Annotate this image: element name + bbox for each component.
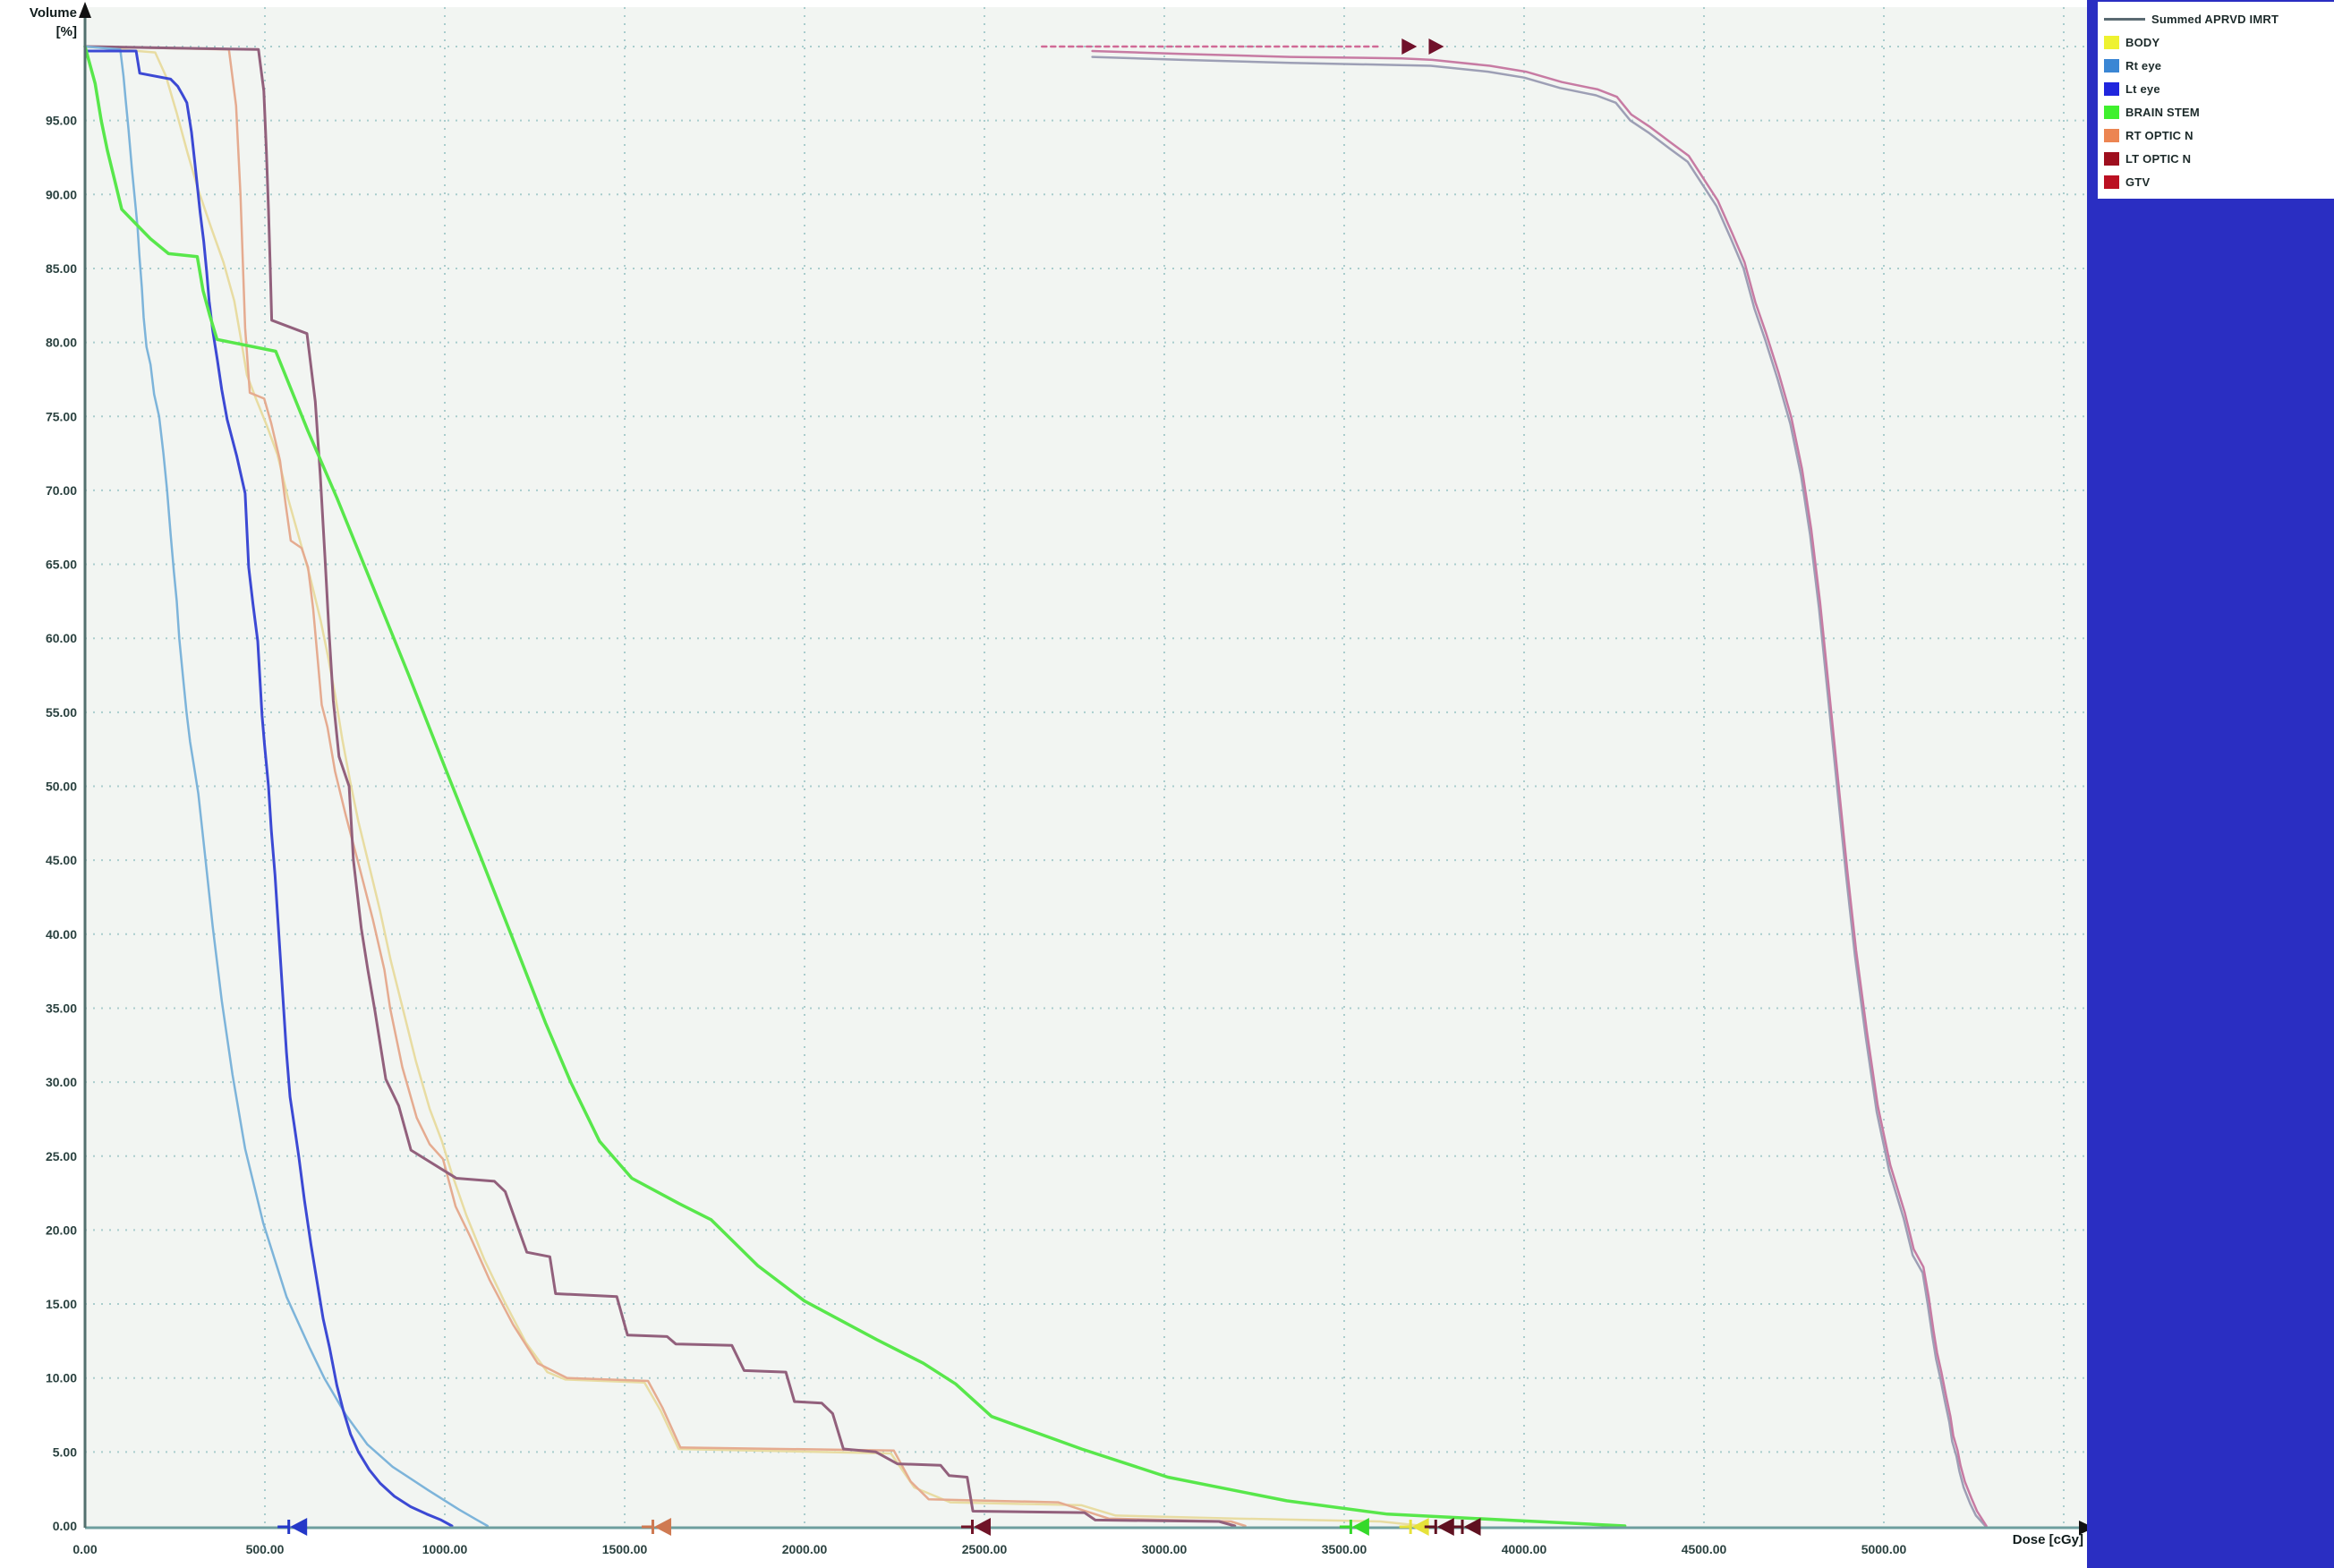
legend-label: BODY — [2125, 35, 2160, 49]
svg-text:45.00: 45.00 — [46, 853, 77, 867]
legend-item-lt-eye[interactable]: Lt eye — [2098, 77, 2334, 100]
svg-text:55.00: 55.00 — [46, 705, 77, 720]
x-axis-arrow-icon — [2079, 1521, 2094, 1535]
svg-text:10.00: 10.00 — [46, 1371, 77, 1385]
legend-label: Rt eye — [2125, 58, 2162, 72]
gtv-arrow-icon — [1428, 38, 1444, 55]
y-axis-title-line2: [%] — [55, 24, 77, 39]
brain-stem-dose-marker[interactable] — [1339, 1518, 1369, 1536]
gtv-curve-arrows — [1401, 38, 1444, 55]
legend-color-swatch-5 — [2104, 128, 2119, 142]
svg-text:60.00: 60.00 — [46, 631, 77, 645]
legend-label: Summed APRVD IMRT — [2151, 12, 2279, 26]
svg-text:4000.00: 4000.00 — [1502, 1542, 1547, 1556]
svg-text:30.00: 30.00 — [46, 1075, 77, 1089]
svg-text:500.00: 500.00 — [246, 1542, 285, 1556]
svg-text:1000.00: 1000.00 — [422, 1542, 468, 1556]
svg-text:35.00: 35.00 — [46, 1001, 77, 1015]
svg-text:20.00: 20.00 — [46, 1223, 77, 1237]
svg-text:3500.00: 3500.00 — [1322, 1542, 1367, 1556]
legend-color-swatch-7 — [2104, 175, 2119, 189]
legend-color-swatch-1 — [2104, 35, 2119, 49]
legend-color-swatch-3 — [2104, 81, 2119, 96]
series-rt-eye — [83, 45, 490, 1528]
series-lt-eye — [83, 49, 454, 1528]
x-axis-title: Dose [cGy] — [2012, 1532, 2083, 1547]
svg-text:40.00: 40.00 — [46, 927, 77, 942]
right-side-panel — [2087, 0, 2334, 1568]
svg-text:0.00: 0.00 — [72, 1542, 97, 1556]
svg-text:90.00: 90.00 — [46, 187, 77, 201]
axes — [79, 2, 2094, 1535]
axis-dose-markers — [277, 1518, 1481, 1536]
svg-text:1500.00: 1500.00 — [602, 1542, 648, 1556]
series-summed-aprvd-imrt — [1091, 55, 1987, 1528]
grid-lines — [85, 7, 2087, 1528]
gtv-arrow-icon — [1401, 38, 1418, 55]
legend-color-swatch-2 — [2104, 58, 2119, 72]
legend-item-body[interactable]: BODY — [2098, 30, 2334, 54]
y-axis-arrow-icon — [79, 2, 91, 18]
svg-text:0.00: 0.00 — [53, 1519, 77, 1533]
y-axis-title-line1: Volume — [29, 5, 77, 21]
series-lt-optic-n — [83, 45, 1237, 1528]
svg-text:5.00: 5.00 — [53, 1444, 77, 1459]
legend-item-rt-eye[interactable]: Rt eye — [2098, 54, 2334, 77]
series-brain-stem — [83, 45, 1627, 1528]
y-axis-title: Volume [%] — [0, 4, 77, 41]
legend-color-swatch-6 — [2104, 151, 2119, 166]
legend-label: GTV — [2125, 175, 2151, 189]
tick-labels: 0.00 5.00 10.00 15.00 20.00 25.00 30.00 35.00 40… — [46, 114, 1907, 1556]
legend-line-swatch-0 — [2104, 17, 2145, 21]
svg-text:3000.00: 3000.00 — [1142, 1542, 1188, 1556]
legend-label: BRAIN STEM — [2125, 105, 2200, 119]
svg-text:2000.00: 2000.00 — [782, 1542, 828, 1556]
svg-text:5000.00: 5000.00 — [1861, 1542, 1907, 1556]
legend-label: LT OPTIC N — [2125, 151, 2192, 166]
lt-eye-dose-marker[interactable] — [277, 1518, 308, 1536]
gtv-dose-marker-1[interactable] — [1424, 1518, 1454, 1536]
svg-text:2500.00: 2500.00 — [962, 1542, 1008, 1556]
legend-item-rt-optic-n[interactable]: RT OPTIC N — [2098, 124, 2334, 147]
dvh-legend: Summed APRVD IMRT BODY Rt eye Lt eye BRAIN S… — [2098, 2, 2334, 199]
legend-item-gtv[interactable]: GTV — [2098, 170, 2334, 193]
svg-text:70.00: 70.00 — [46, 483, 77, 498]
series-gtv — [1091, 49, 1988, 1528]
gtv-dose-marker-2[interactable] — [1451, 1518, 1481, 1536]
svg-text:15.00: 15.00 — [46, 1297, 77, 1311]
svg-text:95.00: 95.00 — [46, 114, 77, 128]
series-rt-optic-n — [83, 45, 1247, 1528]
legend-color-swatch-4 — [2104, 105, 2119, 119]
svg-text:85.00: 85.00 — [46, 261, 77, 276]
lt-optic-dose-marker[interactable] — [961, 1518, 991, 1536]
svg-text:50.00: 50.00 — [46, 780, 77, 794]
svg-text:80.00: 80.00 — [46, 336, 77, 350]
legend-item-lt-optic-n[interactable]: LT OPTIC N — [2098, 147, 2334, 170]
plot-area — [85, 7, 2087, 1528]
body-dose-marker[interactable] — [1399, 1518, 1429, 1536]
legend-label: RT OPTIC N — [2125, 128, 2193, 142]
legend-item-summed-aprvd-imrt[interactable]: Summed APRVD IMRT — [2098, 7, 2334, 30]
svg-text:25.00: 25.00 — [46, 1149, 77, 1163]
svg-text:75.00: 75.00 — [46, 409, 77, 423]
series-body — [83, 45, 1425, 1528]
legend-item-brain-stem[interactable]: BRAIN STEM — [2098, 100, 2334, 124]
legend-label: Lt eye — [2125, 81, 2160, 96]
svg-text:4500.00: 4500.00 — [1682, 1542, 1727, 1556]
rt-optic-dose-marker[interactable] — [642, 1518, 672, 1536]
svg-text:65.00: 65.00 — [46, 558, 77, 572]
